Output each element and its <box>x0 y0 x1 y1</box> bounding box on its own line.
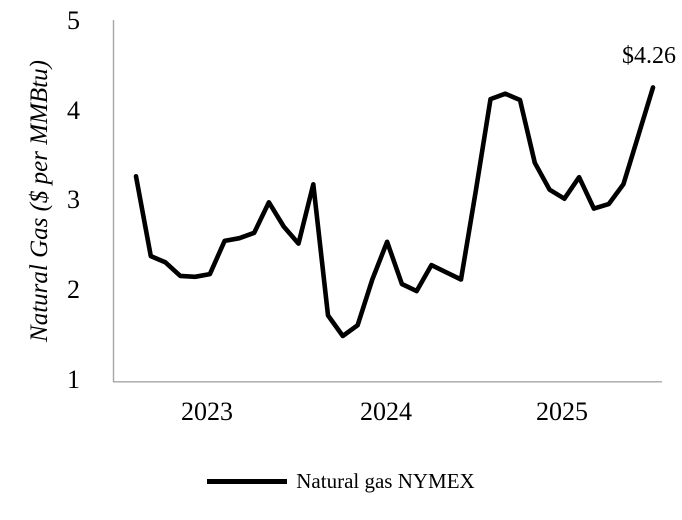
price-line-series <box>133 85 656 339</box>
y-tick-label-1: 1 <box>67 365 80 394</box>
chart-legend: Natural gas NYMEX <box>0 466 682 496</box>
last-point-value-label: $4.26 <box>622 43 676 69</box>
legend-series-label: Natural gas NYMEX <box>296 469 475 493</box>
y-tick-label-2: 2 <box>67 275 80 304</box>
y-tick-label-3: 3 <box>67 185 80 214</box>
y-tick-label-5: 5 <box>67 6 80 35</box>
x-tick-label-2023: 2023 <box>181 397 233 426</box>
y-tick-label-4: 4 <box>67 96 80 125</box>
axis-lines <box>112 20 662 383</box>
x-tick-label-2025: 2025 <box>536 397 588 426</box>
x-tick-label-2024: 2024 <box>360 397 412 426</box>
legend-line-swatch <box>207 478 288 484</box>
